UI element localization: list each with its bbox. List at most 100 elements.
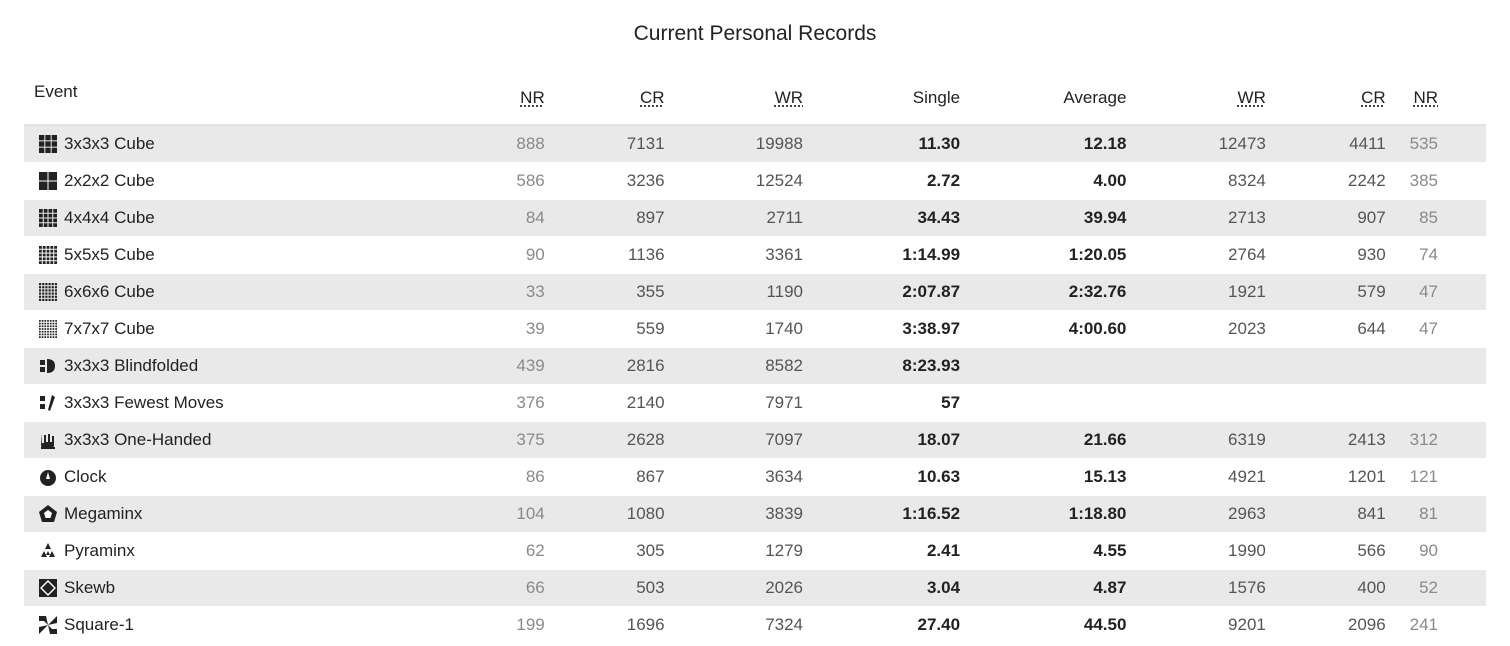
- single-nr-cell: 90: [453, 236, 545, 274]
- table-row: 3x3x3 Blindfolded 439 2816 8582 8:23.93: [24, 347, 1486, 385]
- single-result-cell[interactable]: 3:38.97: [803, 310, 961, 348]
- header-single-nr-label: NR: [520, 88, 545, 107]
- single-cr-cell: 559: [544, 310, 665, 348]
- average-result-cell[interactable]: 12.18: [960, 125, 1127, 163]
- header-single-cr[interactable]: CR: [544, 72, 665, 126]
- single-wr-cell: 7971: [664, 384, 804, 422]
- average-result-cell[interactable]: [960, 384, 1127, 422]
- average-cr-cell: [1265, 384, 1386, 422]
- single-cr-cell: 2628: [544, 421, 665, 459]
- average-result-cell[interactable]: 4.87: [960, 569, 1127, 607]
- single-result-cell[interactable]: 2:07.87: [803, 273, 961, 311]
- average-wr-cell: [1126, 347, 1266, 385]
- event-cell[interactable]: 3x3x3 Blindfolded: [24, 347, 454, 385]
- single-nr-cell: 104: [453, 495, 545, 533]
- header-single-wr[interactable]: WR: [664, 72, 804, 126]
- single-nr-cell: 33: [453, 273, 545, 311]
- average-nr-cell: [1385, 347, 1486, 385]
- event-cell[interactable]: 5x5x5 Cube: [24, 236, 454, 274]
- average-nr-cell: 90: [1385, 532, 1486, 570]
- single-cr-cell: 2816: [544, 347, 665, 385]
- square-1-icon: [38, 615, 58, 635]
- fewest-moves-icon: [38, 393, 58, 413]
- average-cr-cell: 644: [1265, 310, 1386, 348]
- average-wr-cell: 2023: [1126, 310, 1266, 348]
- event-cell[interactable]: Clock: [24, 458, 454, 496]
- header-average-wr[interactable]: WR: [1126, 72, 1266, 126]
- single-result-cell[interactable]: 10.63: [803, 458, 961, 496]
- single-cr-cell: 1080: [544, 495, 665, 533]
- average-wr-cell: 1576: [1126, 569, 1266, 607]
- average-cr-cell: 2242: [1265, 162, 1386, 200]
- clock-icon: [38, 467, 58, 487]
- header-single: Single: [803, 72, 961, 126]
- single-cr-cell: 1136: [544, 236, 665, 274]
- single-result-cell[interactable]: 11.30: [803, 125, 961, 163]
- event-cell[interactable]: 7x7x7 Cube: [24, 310, 454, 348]
- event-cell[interactable]: 2x2x2 Cube: [24, 162, 454, 200]
- average-result-cell[interactable]: 39.94: [960, 199, 1127, 237]
- average-cr-cell: [1265, 347, 1386, 385]
- average-result-cell[interactable]: 2:32.76: [960, 273, 1127, 311]
- table-row: Skewb 66 503 2026 3.04 4.87 1576 400 52: [24, 569, 1486, 607]
- average-cr-cell: 930: [1265, 236, 1386, 274]
- average-nr-cell: 85: [1385, 199, 1486, 237]
- single-result-cell[interactable]: 8:23.93: [803, 347, 961, 385]
- cube-555-icon: [38, 245, 58, 265]
- header-average-nr[interactable]: NR: [1385, 72, 1486, 126]
- single-result-cell[interactable]: 18.07: [803, 421, 961, 459]
- single-nr-cell: 375: [453, 421, 545, 459]
- single-cr-cell: 3236: [544, 162, 665, 200]
- average-result-cell[interactable]: 15.13: [960, 458, 1127, 496]
- single-result-cell[interactable]: 1:14.99: [803, 236, 961, 274]
- table-row: 6x6x6 Cube 33 355 1190 2:07.87 2:32.76 1921 579…: [24, 273, 1486, 311]
- single-result-cell[interactable]: 2.72: [803, 162, 961, 200]
- single-result-cell[interactable]: 2.41: [803, 532, 961, 570]
- event-cell[interactable]: 3x3x3 One-Handed: [24, 421, 454, 459]
- event-cell[interactable]: 3x3x3 Cube: [24, 125, 454, 163]
- average-wr-cell: 1921: [1126, 273, 1266, 311]
- header-single-nr[interactable]: NR: [453, 72, 545, 126]
- average-result-cell[interactable]: [960, 347, 1127, 385]
- average-nr-cell: 47: [1385, 273, 1486, 311]
- single-result-cell[interactable]: 3.04: [803, 569, 961, 607]
- event-cell[interactable]: Megaminx: [24, 495, 454, 533]
- average-result-cell[interactable]: 4.55: [960, 532, 1127, 570]
- single-result-cell[interactable]: 34.43: [803, 199, 961, 237]
- event-cell[interactable]: Pyraminx: [24, 532, 454, 570]
- average-result-cell[interactable]: 44.50: [960, 606, 1127, 644]
- single-result-cell[interactable]: 57: [803, 384, 961, 422]
- average-result-cell[interactable]: 1:18.80: [960, 495, 1127, 533]
- single-wr-cell: 7324: [664, 606, 804, 644]
- single-wr-cell: 2026: [664, 569, 804, 607]
- event-cell[interactable]: Skewb: [24, 569, 454, 607]
- average-wr-cell: 2963: [1126, 495, 1266, 533]
- single-result-cell[interactable]: 1:16.52: [803, 495, 961, 533]
- single-cr-cell: 305: [544, 532, 665, 570]
- single-result-cell[interactable]: 27.40: [803, 606, 961, 644]
- event-cell[interactable]: 6x6x6 Cube: [24, 273, 454, 311]
- cube-666-icon: [38, 282, 58, 302]
- event-name: Clock: [64, 467, 107, 486]
- average-result-cell[interactable]: 4:00.60: [960, 310, 1127, 348]
- single-nr-cell: 888: [453, 125, 545, 163]
- average-cr-cell: 907: [1265, 199, 1386, 237]
- table-row: 3x3x3 Fewest Moves 376 2140 7971 57: [24, 384, 1486, 422]
- average-result-cell[interactable]: 21.66: [960, 421, 1127, 459]
- one-handed-icon: [38, 430, 58, 450]
- single-wr-cell: 7097: [664, 421, 804, 459]
- average-result-cell[interactable]: 1:20.05: [960, 236, 1127, 274]
- average-nr-cell: [1385, 384, 1486, 422]
- average-wr-cell: 2764: [1126, 236, 1266, 274]
- average-result-cell[interactable]: 4.00: [960, 162, 1127, 200]
- table-row: Square-1 199 1696 7324 27.40 44.50 9201 2096 241: [24, 606, 1486, 644]
- average-wr-cell: 8324: [1126, 162, 1266, 200]
- single-nr-cell: 84: [453, 199, 545, 237]
- event-name: Skewb: [64, 578, 116, 597]
- header-average-cr[interactable]: CR: [1265, 72, 1386, 126]
- event-cell[interactable]: 4x4x4 Cube: [24, 199, 454, 237]
- single-cr-cell: 503: [544, 569, 665, 607]
- event-cell[interactable]: 3x3x3 Fewest Moves: [24, 384, 454, 422]
- event-cell[interactable]: Square-1: [24, 606, 454, 644]
- single-nr-cell: 199: [453, 606, 545, 644]
